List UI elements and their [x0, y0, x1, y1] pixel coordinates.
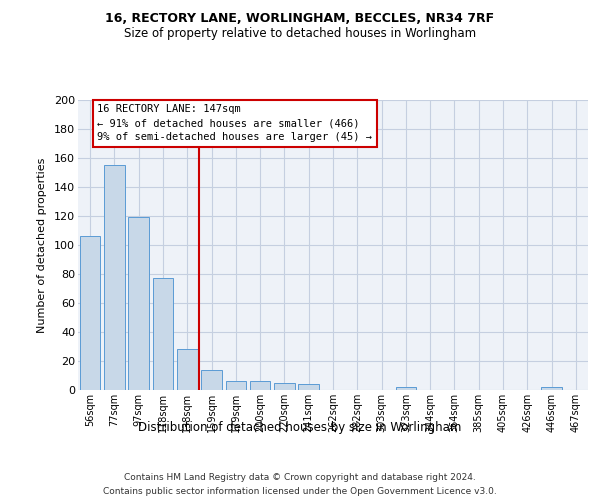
Bar: [104, 165, 125, 390]
Bar: [152, 278, 173, 390]
Text: 16 RECTORY LANE: 147sqm
← 91% of detached houses are smaller (466)
9% of semi-de: 16 RECTORY LANE: 147sqm ← 91% of detache…: [97, 104, 373, 142]
Bar: [274, 383, 295, 390]
Bar: [298, 384, 319, 390]
Bar: [128, 218, 149, 390]
Bar: [395, 387, 416, 390]
Bar: [226, 382, 246, 390]
Text: Contains HM Land Registry data © Crown copyright and database right 2024.: Contains HM Land Registry data © Crown c…: [124, 472, 476, 482]
Text: 16, RECTORY LANE, WORLINGHAM, BECCLES, NR34 7RF: 16, RECTORY LANE, WORLINGHAM, BECCLES, N…: [106, 12, 494, 26]
Bar: [201, 370, 222, 390]
Text: Contains public sector information licensed under the Open Government Licence v3: Contains public sector information licen…: [103, 488, 497, 496]
Y-axis label: Number of detached properties: Number of detached properties: [37, 158, 47, 332]
Bar: [541, 387, 562, 390]
Bar: [177, 350, 197, 390]
Text: Size of property relative to detached houses in Worlingham: Size of property relative to detached ho…: [124, 28, 476, 40]
Bar: [80, 236, 100, 390]
Text: Distribution of detached houses by size in Worlingham: Distribution of detached houses by size …: [139, 421, 461, 434]
Bar: [250, 382, 271, 390]
